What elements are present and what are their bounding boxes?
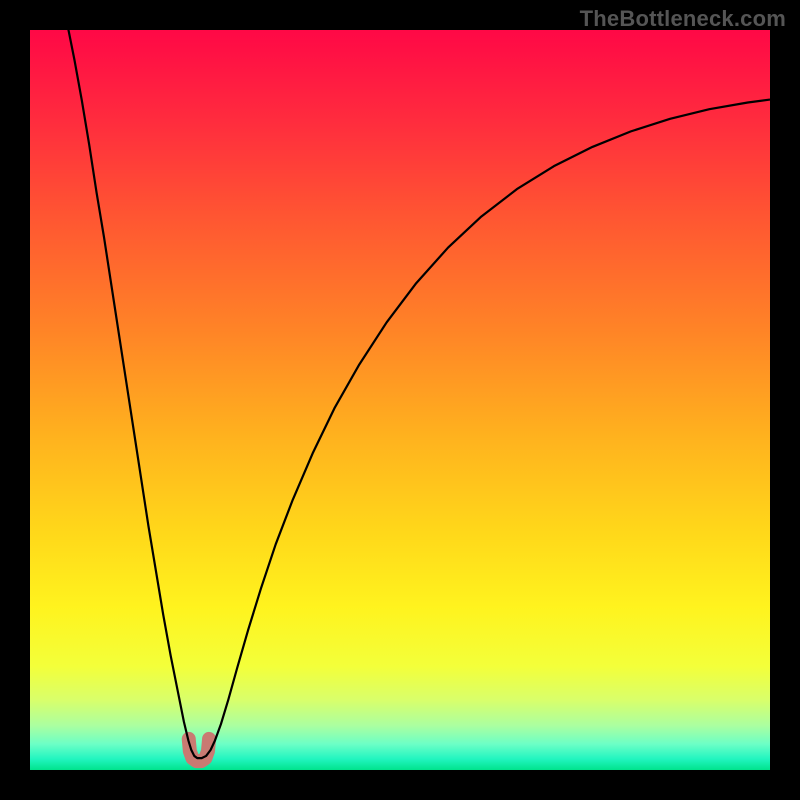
figure-root: TheBottleneck.com (0, 0, 800, 800)
gradient-plot-area (30, 30, 770, 770)
watermark-text: TheBottleneck.com (580, 6, 786, 32)
bottleneck-chart (0, 0, 800, 800)
